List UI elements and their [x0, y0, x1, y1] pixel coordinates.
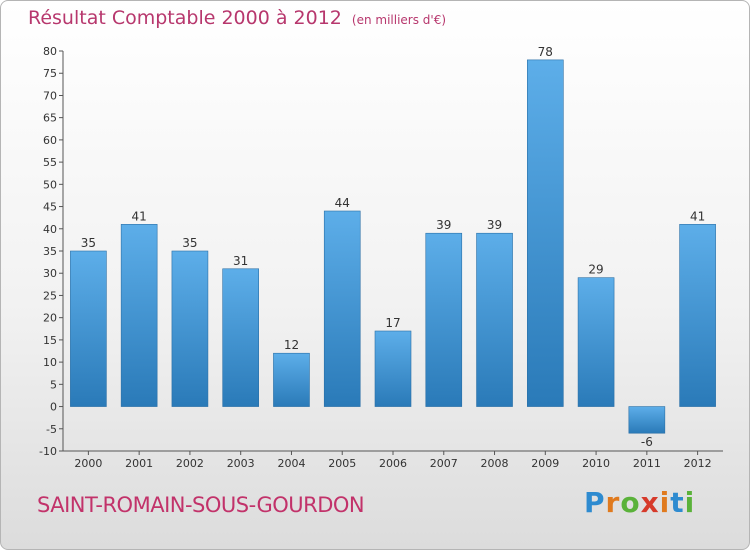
value-label-2001: 41 — [132, 209, 147, 223]
y-tick-label: 30 — [43, 267, 57, 280]
x-tick-label: 2004 — [277, 457, 305, 470]
logo-letter: i — [685, 486, 696, 519]
x-tick-label: 2009 — [531, 457, 559, 470]
value-label-2003: 31 — [233, 254, 248, 268]
value-label-2002: 35 — [182, 236, 197, 250]
y-tick-label: 5 — [50, 378, 57, 391]
bar-2002 — [172, 251, 208, 407]
x-tick-label: 2007 — [430, 457, 458, 470]
logo-letter: i — [660, 486, 671, 519]
value-label-2000: 35 — [81, 236, 96, 250]
x-tick-label: 2001 — [125, 457, 153, 470]
y-tick-label: 0 — [50, 401, 57, 414]
x-tick-label: 2010 — [582, 457, 610, 470]
y-tick-label: -10 — [39, 445, 57, 458]
logo-letter: x — [641, 486, 660, 519]
logo-letter: P — [584, 486, 606, 519]
x-tick-label: 2006 — [379, 457, 407, 470]
x-tick-label: 2000 — [74, 457, 102, 470]
y-tick-label: 70 — [43, 89, 57, 102]
x-tick-label: 2011 — [633, 457, 661, 470]
x-tick-label: 2012 — [684, 457, 712, 470]
value-label-2008: 39 — [487, 218, 502, 232]
y-tick-label: 45 — [43, 201, 57, 214]
y-tick-label: 15 — [43, 334, 57, 347]
logo-letter: r — [606, 486, 621, 519]
logo-letter: o — [620, 486, 640, 519]
bar-2007 — [426, 233, 462, 406]
value-label-2009: 78 — [538, 45, 553, 59]
y-tick-label: 25 — [43, 289, 57, 302]
x-tick-label: 2005 — [328, 457, 356, 470]
x-tick-label: 2002 — [176, 457, 204, 470]
y-tick-label: 10 — [43, 356, 57, 369]
chart-frame: Résultat Comptable 2000 à 2012 (en millie… — [0, 0, 750, 550]
y-tick-label: 35 — [43, 245, 57, 258]
bar-2005 — [324, 211, 360, 407]
value-label-2004: 12 — [284, 338, 299, 352]
y-tick-label: 60 — [43, 134, 57, 147]
value-label-2011: -6 — [641, 435, 653, 449]
value-label-2006: 17 — [385, 316, 400, 330]
bar-2008 — [477, 233, 513, 406]
bar-2003 — [223, 269, 259, 407]
proxiti-logo: Proxiti — [584, 486, 695, 519]
bar-2001 — [121, 224, 157, 406]
x-tick-label: 2008 — [481, 457, 509, 470]
y-tick-label: 75 — [43, 67, 57, 80]
value-label-2012: 41 — [690, 209, 705, 223]
x-tick-label: 2003 — [227, 457, 255, 470]
y-tick-label: 20 — [43, 312, 57, 325]
y-tick-label: 40 — [43, 223, 57, 236]
bar-2011 — [629, 407, 665, 434]
y-tick-label: -5 — [46, 423, 57, 436]
y-tick-label: 65 — [43, 112, 57, 125]
value-label-2005: 44 — [335, 196, 350, 210]
y-tick-label: 55 — [43, 156, 57, 169]
y-tick-label: 50 — [43, 178, 57, 191]
value-label-2007: 39 — [436, 218, 451, 232]
bar-2000 — [70, 251, 106, 407]
value-label-2010: 29 — [588, 263, 603, 277]
y-tick-label: 80 — [43, 45, 57, 58]
bar-2006 — [375, 331, 411, 407]
bar-2004 — [273, 353, 309, 406]
bar-2009 — [527, 60, 563, 407]
bar-chart: -10 -5 0 5 10 15 20 25 30 35 40 45 50 55 60 65 70 75 80 200… — [1, 1, 749, 549]
logo-letter: t — [670, 486, 684, 519]
bar-2010 — [578, 278, 614, 407]
commune-name: SAINT-ROMAIN-SOUS-GOURDON — [37, 493, 364, 517]
bar-2012 — [680, 224, 716, 406]
